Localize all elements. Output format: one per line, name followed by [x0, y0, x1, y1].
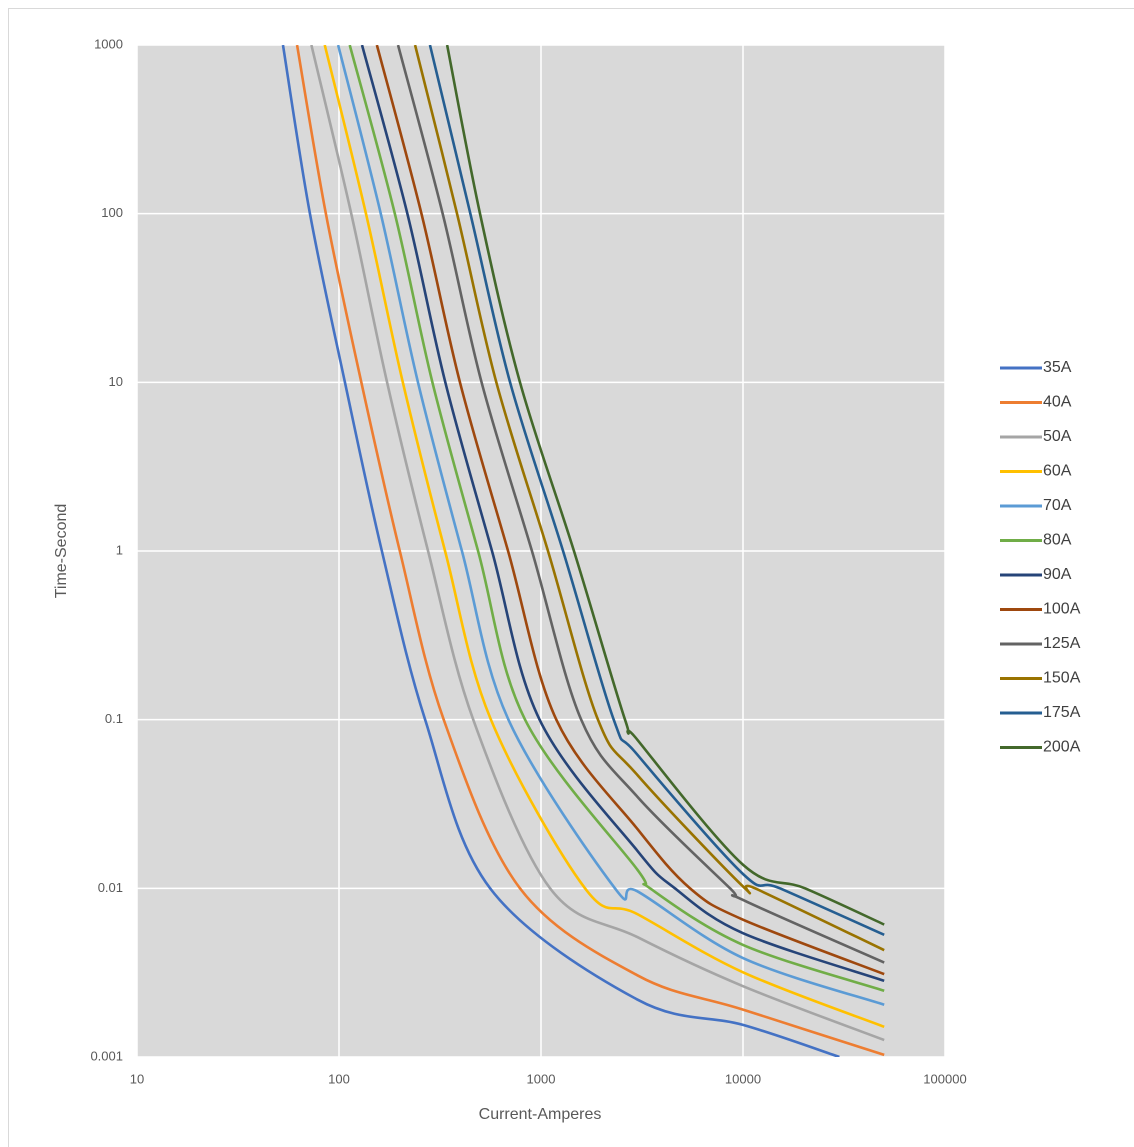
x-tick-label: 100000: [923, 1071, 966, 1086]
series-line: [323, 45, 885, 1029]
series-line: [348, 45, 885, 993]
legend-label: 70A: [1043, 497, 1072, 514]
legend-label: 35A: [1043, 359, 1072, 376]
series-line: [336, 45, 885, 1007]
series-line: [413, 45, 885, 952]
x-tick-label: 1000: [527, 1071, 556, 1086]
y-tick-label: 0.01: [98, 880, 123, 895]
legend-label: 200A: [1043, 739, 1081, 756]
legend-label: 80A: [1043, 532, 1072, 549]
plot-lines: [281, 45, 885, 1057]
y-tick-label: 1000: [94, 36, 123, 51]
series-line: [375, 45, 885, 976]
legend-label: 60A: [1043, 463, 1072, 480]
y-axis-label: Time-Second: [53, 504, 70, 599]
x-tick-label: 10: [130, 1071, 144, 1086]
series-line: [445, 45, 885, 926]
y-tick-label: 100: [101, 205, 123, 220]
series-line: [295, 45, 885, 1057]
legend-label: 175A: [1043, 704, 1081, 721]
legend-label: 40A: [1043, 394, 1072, 411]
y-tick-label: 0.1: [105, 711, 123, 726]
series-line: [396, 45, 885, 964]
legend-label: 90A: [1043, 566, 1072, 583]
legend-label: 125A: [1043, 635, 1081, 652]
series-line: [428, 45, 885, 937]
series-line: [360, 45, 885, 983]
y-tick-label: 10: [109, 374, 123, 389]
y-tick-label: 0.001: [90, 1048, 123, 1063]
series-line: [310, 45, 885, 1042]
y-tick-label: 1: [116, 542, 123, 557]
legend-label: 150A: [1043, 670, 1081, 687]
x-tick-label: 100: [328, 1071, 350, 1086]
x-axis-label: Current-Amperes: [479, 1106, 602, 1123]
x-tick-label: 10000: [725, 1071, 761, 1086]
legend-label: 50A: [1043, 428, 1072, 445]
series-line: [281, 45, 840, 1057]
legend-label: 100A: [1043, 601, 1081, 618]
